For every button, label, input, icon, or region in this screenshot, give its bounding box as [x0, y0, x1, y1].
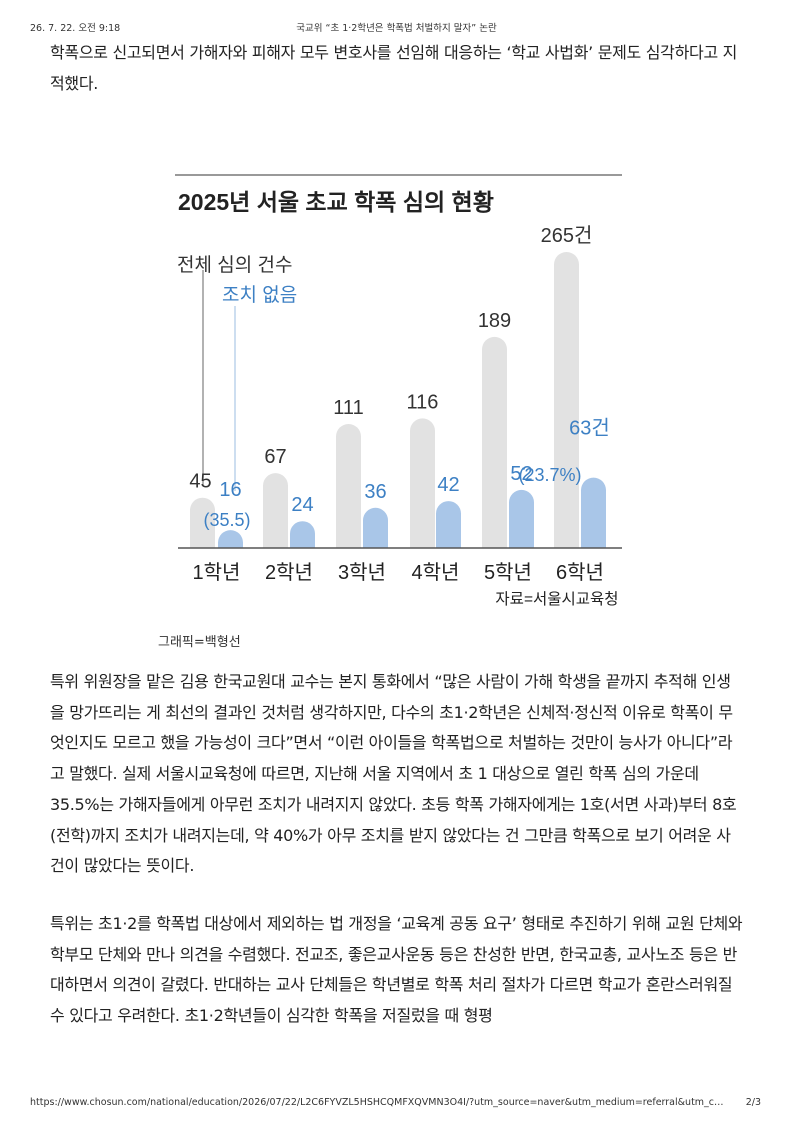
legend-total-label: 전체 심의 건수	[177, 254, 292, 276]
x-label-3: 3학년	[338, 561, 386, 584]
article-paragraph-1: 학폭으로 신고되면서 가해자와 피해자 모두 변호사를 선임해 대응하는 ‘학교…	[50, 43, 738, 93]
chart-title: 2025년 서울 초교 학폭 심의 현황	[178, 189, 494, 215]
bar-none-6	[581, 477, 606, 548]
bar-value-labels: 45 16 67 24 111 36 116 42 189 52 265건 63건	[189, 224, 609, 516]
x-label-5: 5학년	[484, 561, 532, 584]
bar-total-4	[410, 418, 435, 548]
print-header: 26. 7. 22. 오전 9:18 국교위 “초 1·2학년은 학폭법 처벌하…	[0, 20, 793, 34]
print-footer: https://www.chosun.com/national/educatio…	[0, 1097, 793, 1111]
print-url: https://www.chosun.com/national/educatio…	[30, 1097, 724, 1108]
value-label-total-3: 111	[333, 397, 363, 419]
bar-total-2	[263, 473, 288, 548]
value-label-none-6: 63건	[569, 417, 610, 440]
bar-none-3	[363, 507, 388, 548]
bar-none-5	[509, 489, 534, 548]
print-date: 26. 7. 22. 오전 9:18	[30, 23, 121, 34]
bars-total-series	[190, 252, 579, 548]
graphic-credit: 그래픽=백형선	[158, 635, 241, 650]
x-label-2: 2학년	[265, 561, 313, 584]
bars-none-series	[218, 477, 606, 548]
annotation-1st-pct: (35.5)	[203, 510, 250, 530]
x-axis-labels: 1학년 2학년 3학년 4학년 5학년 6학년	[193, 561, 604, 584]
value-label-none-1: 16	[219, 479, 241, 501]
value-label-total-5: 189	[478, 310, 511, 332]
value-label-none-5: 52	[510, 463, 532, 485]
bar-total-6	[554, 252, 579, 548]
article-paragraph-2: 특위 위원장을 맡은 김용 한국교원대 교수는 본지 통화에서 “많은 사람이 …	[50, 672, 737, 876]
bar-total-1	[190, 497, 215, 548]
annotation-6th-pct: (23.7%)	[518, 465, 581, 485]
value-label-none-2: 24	[291, 494, 313, 516]
value-label-total-4: 116	[407, 391, 439, 413]
chart-source: 자료=서울시교육청	[495, 590, 618, 608]
bar-none-2	[290, 521, 315, 548]
bar-none-1	[218, 530, 243, 548]
bar-total-3	[336, 424, 361, 548]
infographic-chart: 2025년 서울 초교 학폭 심의 현황 전체 심의 건수 조치 없음 45 16…	[175, 174, 622, 608]
bar-total-5	[482, 336, 507, 548]
page-number: 2/3	[745, 1097, 761, 1108]
legend-none-label: 조치 없음	[222, 284, 297, 306]
x-label-4: 4학년	[412, 561, 460, 584]
article-paragraph-3: 특위는 초1·2를 학폭법 대상에서 제외하는 법 개정을 ‘교육계 공동 요구…	[50, 914, 743, 1026]
x-label-6: 6학년	[556, 561, 604, 584]
x-label-1: 1학년	[193, 561, 241, 584]
value-label-total-1: 45	[189, 471, 211, 493]
value-label-total-6: 265건	[541, 224, 593, 247]
value-label-none-3: 36	[364, 481, 386, 503]
bar-none-4	[436, 501, 461, 548]
print-page-title: 국교위 “초 1·2학년은 학폭법 처벌하지 말자” 논란	[296, 23, 497, 34]
value-label-none-4: 42	[437, 474, 459, 496]
value-label-total-2: 67	[264, 446, 286, 468]
